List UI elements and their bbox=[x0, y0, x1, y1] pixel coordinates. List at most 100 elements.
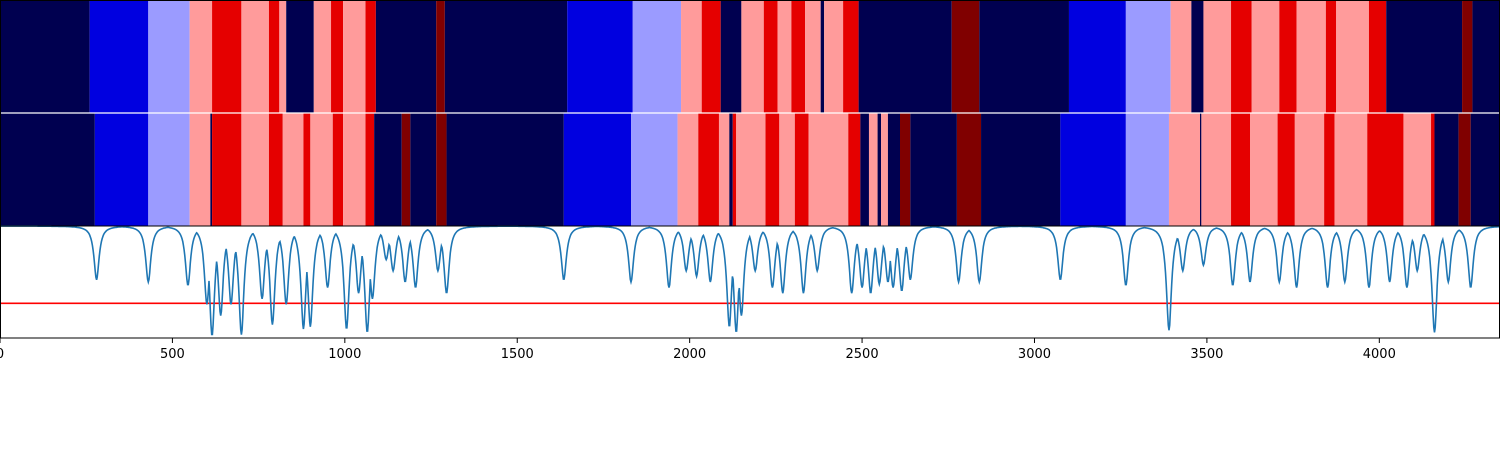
heatmap-cell bbox=[241, 113, 269, 226]
heatmap-cell bbox=[89, 0, 149, 113]
heatmap-cell bbox=[820, 0, 825, 113]
heatmap-cell bbox=[951, 0, 980, 113]
heatmap-cell bbox=[282, 113, 304, 226]
heatmap-cell bbox=[1294, 113, 1325, 226]
heatmap-cell bbox=[446, 113, 564, 226]
heatmap-cell bbox=[701, 0, 721, 113]
heatmap-cell bbox=[720, 0, 742, 113]
heatmap-cell bbox=[1296, 0, 1326, 113]
heatmap-cell bbox=[1068, 0, 1126, 113]
heatmap-cell bbox=[677, 113, 699, 226]
heatmap-cell bbox=[794, 113, 809, 226]
heatmap-cell bbox=[1386, 0, 1463, 113]
heatmap-cell bbox=[881, 113, 888, 226]
heatmap-cell bbox=[736, 113, 766, 226]
x-tick-label: 3000 bbox=[1018, 347, 1051, 362]
heatmap-cell bbox=[1191, 0, 1204, 113]
heatmap-cell bbox=[824, 0, 844, 113]
heatmap-cell bbox=[268, 0, 280, 113]
x-axis: 0 500 1000 1500 2000 2500 3000 3500 4000 bbox=[0, 338, 1396, 362]
heatmap-cell bbox=[410, 113, 437, 226]
heatmap-cell bbox=[1367, 113, 1404, 226]
heatmap-cell bbox=[212, 0, 242, 113]
heatmap-cell bbox=[1472, 0, 1500, 113]
heatmap-cell bbox=[858, 0, 952, 113]
heatmap-cell bbox=[563, 113, 632, 226]
heatmap-cell bbox=[375, 0, 437, 113]
heatmap-cell bbox=[343, 113, 366, 226]
heatmap-cell bbox=[0, 113, 95, 226]
heatmap-cell bbox=[979, 0, 1069, 113]
heatmap-cell bbox=[808, 113, 849, 226]
heatmap-cell bbox=[779, 113, 795, 226]
heatmap-cell bbox=[681, 0, 702, 113]
heatmap-cell bbox=[848, 113, 861, 226]
heatmap-cell bbox=[567, 0, 633, 113]
heatmap-cell bbox=[777, 0, 792, 113]
heatmap-cell bbox=[1251, 0, 1280, 113]
heatmap-cell bbox=[241, 0, 269, 113]
x-tick-label: 3500 bbox=[1190, 347, 1223, 362]
x-tick-label: 500 bbox=[160, 347, 185, 362]
heatmap-cell bbox=[1231, 0, 1252, 113]
heatmap-cell bbox=[1325, 0, 1337, 113]
heatmap-cell bbox=[436, 113, 447, 226]
heatmap-cell bbox=[1368, 0, 1387, 113]
heatmap-cell bbox=[1431, 113, 1435, 226]
heatmap-cell bbox=[1434, 113, 1459, 226]
heatmap-cell bbox=[1458, 113, 1471, 226]
heatmap-cell bbox=[343, 0, 366, 113]
heatmap-cell bbox=[868, 113, 878, 226]
x-tick-label: 1500 bbox=[501, 347, 534, 362]
heatmap-cell bbox=[698, 113, 719, 226]
heatmap-cell bbox=[313, 0, 332, 113]
heatmap-row-2 bbox=[0, 113, 1500, 226]
heatmap-cell bbox=[631, 113, 678, 226]
heatmap-cell bbox=[860, 113, 869, 226]
heatmap-cell bbox=[1250, 113, 1278, 226]
heatmap-row-1 bbox=[0, 0, 1500, 113]
heatmap-cell bbox=[1060, 113, 1126, 226]
heatmap-cell bbox=[401, 113, 411, 226]
heatmap-cell bbox=[444, 0, 568, 113]
heatmap-cell bbox=[763, 0, 778, 113]
heatmap-cell bbox=[956, 113, 982, 226]
heatmap-cell bbox=[148, 0, 190, 113]
heatmap-cell bbox=[365, 113, 375, 226]
heatmap-cell bbox=[1125, 0, 1171, 113]
heatmap-cell bbox=[1462, 0, 1473, 113]
heatmap-cell bbox=[0, 0, 90, 113]
heatmap-cell bbox=[1170, 0, 1192, 113]
x-tick-label: 2500 bbox=[846, 347, 879, 362]
heatmap-cell bbox=[791, 0, 806, 113]
heatmap-cell bbox=[843, 0, 859, 113]
heatmap-cell bbox=[286, 0, 314, 113]
heatmap-cell bbox=[718, 113, 730, 226]
heatmap-cell bbox=[94, 113, 149, 226]
heatmap-cell bbox=[1324, 113, 1335, 226]
heatmap-cell bbox=[900, 113, 911, 226]
heatmap-cell bbox=[310, 113, 333, 226]
heatmap-cell bbox=[805, 0, 821, 113]
heatmap-cell bbox=[1203, 0, 1232, 113]
heatmap-cell bbox=[732, 113, 737, 226]
heatmap-cell bbox=[210, 113, 213, 226]
signal-line bbox=[0, 225, 1500, 336]
heatmap-cell bbox=[365, 0, 376, 113]
heatmap-cell bbox=[981, 113, 1061, 226]
heatmap-cell bbox=[1200, 113, 1202, 226]
heatmap-cell bbox=[279, 0, 287, 113]
heatmap-cell bbox=[331, 0, 344, 113]
heatmap-cell bbox=[1334, 113, 1368, 226]
heatmap-cell bbox=[1277, 113, 1295, 226]
heatmap-cell bbox=[1470, 113, 1500, 226]
heatmap-cell bbox=[1125, 113, 1169, 226]
heatmap-cell bbox=[1168, 113, 1200, 226]
heatmap-cell bbox=[212, 113, 242, 226]
heatmap-cell bbox=[268, 113, 283, 226]
heatmap-cell bbox=[332, 113, 344, 226]
heatmap-cell bbox=[1201, 113, 1232, 226]
heatmap-cell bbox=[1403, 113, 1432, 226]
heatmap-cell bbox=[148, 113, 190, 226]
